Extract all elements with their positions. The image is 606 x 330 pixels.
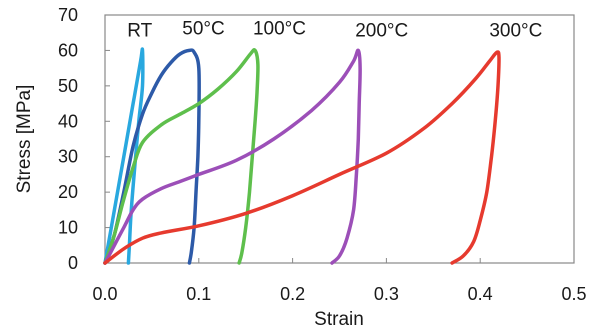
y-tick-label: 30 xyxy=(58,147,78,167)
series-label: 100°C xyxy=(253,18,306,39)
y-tick-label: 10 xyxy=(58,218,78,238)
series-line-2 xyxy=(103,47,260,265)
y-tick-label: 20 xyxy=(58,182,78,202)
series-label: 200°C xyxy=(355,20,408,41)
x-tick-label: 0.0 xyxy=(92,284,117,304)
x-axis-ticks: 0.0 0.1 0.2 0.3 0.4 0.5 xyxy=(92,258,587,304)
series-label: 50°C xyxy=(182,18,224,39)
y-tick-label: 50 xyxy=(58,76,78,96)
y-tick-label: 40 xyxy=(58,111,78,131)
y-tick-label: 60 xyxy=(58,40,78,60)
x-tick-label: 0.4 xyxy=(468,284,493,304)
series-labels: RT 50°C 100°C 200°C 300°C xyxy=(127,18,542,41)
series-line-1 xyxy=(103,48,201,265)
y-tick-label: 70 xyxy=(58,5,78,25)
x-tick-label: 0.5 xyxy=(561,284,586,304)
y-axis-title: Stress [MPa] xyxy=(14,85,35,194)
series-line-3 xyxy=(103,48,362,265)
series-label: 300°C xyxy=(489,20,542,41)
plot-frame xyxy=(104,14,575,264)
x-tick-label: 0.2 xyxy=(280,284,305,304)
y-tick-label: 0 xyxy=(68,253,78,273)
series-layer xyxy=(103,47,501,265)
series-line-4 xyxy=(103,50,501,265)
x-tick-label: 0.3 xyxy=(374,284,399,304)
x-axis-title: Strain xyxy=(314,309,364,330)
y-axis-ticks: 0 10 20 30 40 50 60 70 xyxy=(58,5,110,273)
series-label: RT xyxy=(127,20,152,41)
x-tick-label: 0.1 xyxy=(186,284,211,304)
